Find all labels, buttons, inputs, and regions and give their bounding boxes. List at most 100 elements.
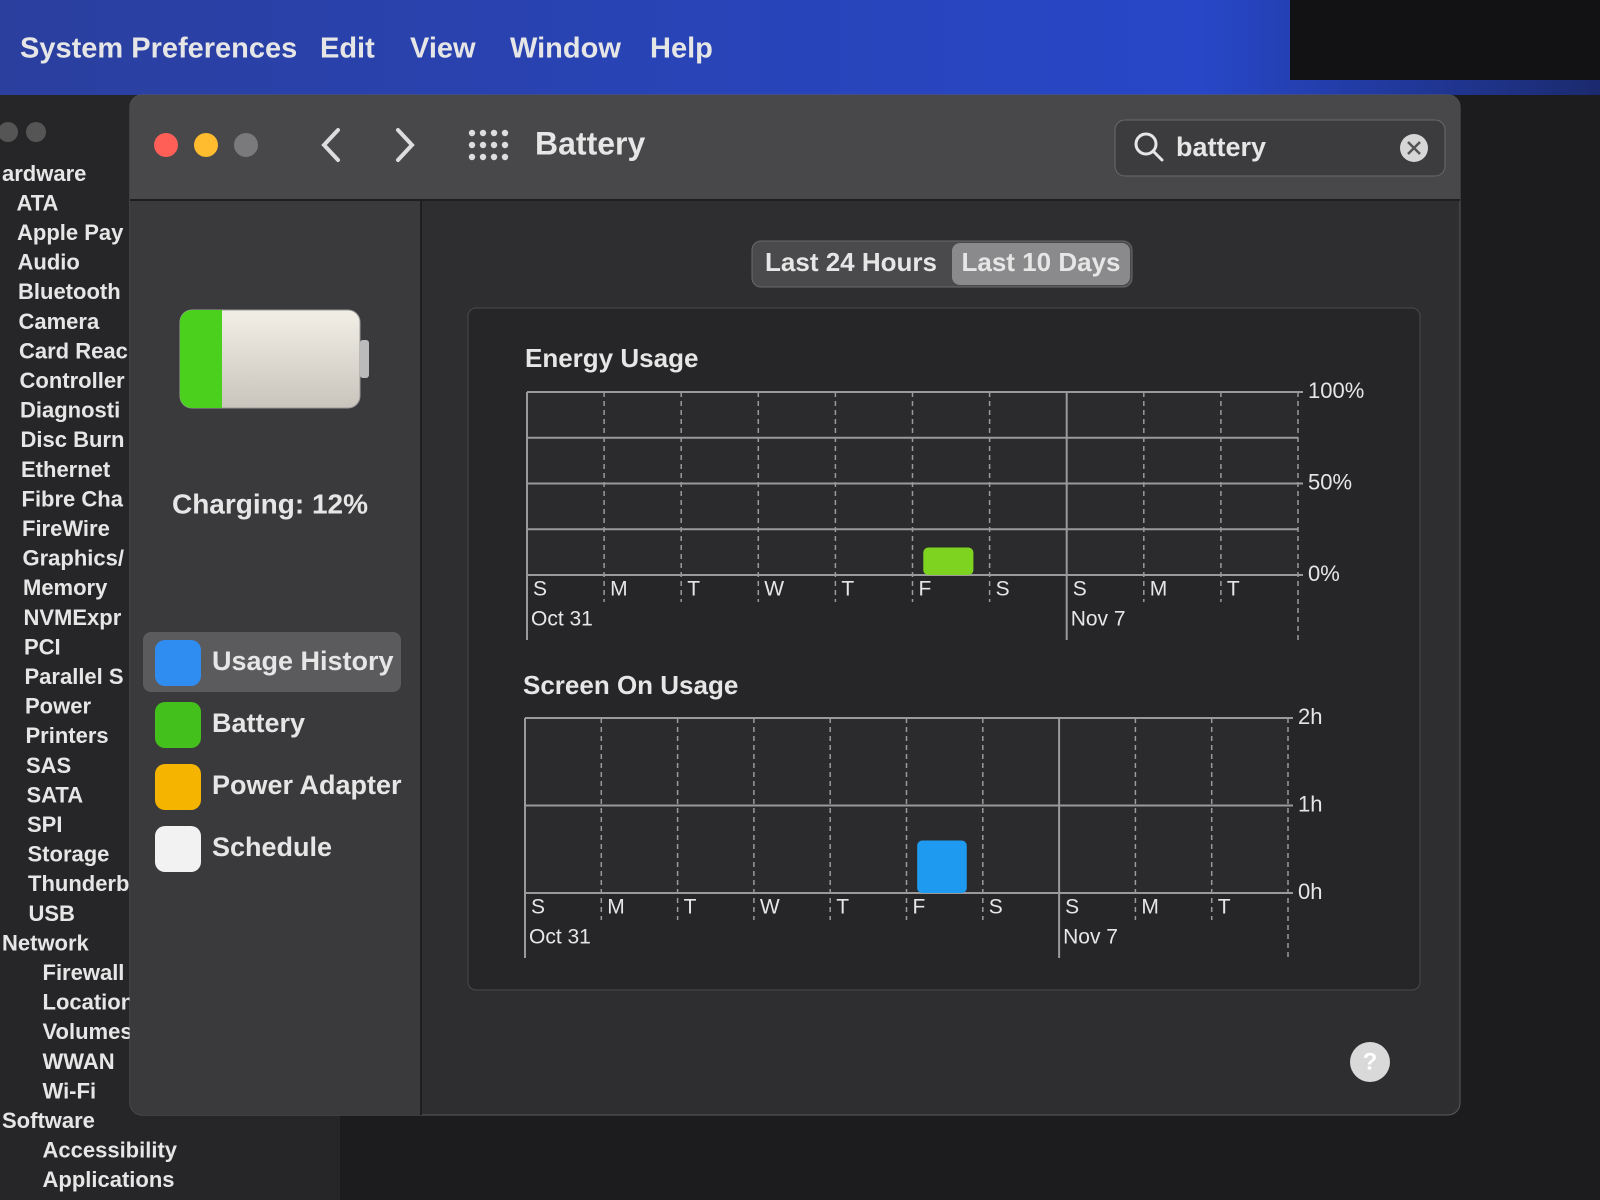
bar [923, 547, 974, 575]
sidebar-item[interactable]: Disc Burn [21, 427, 125, 452]
range-control: Last 24 Hours Last 10 Days [751, 240, 1133, 288]
menu-item[interactable]: Window [510, 33, 621, 65]
help-icon: ? [1363, 1048, 1378, 1075]
sidebar-section-header: ardware [2, 161, 86, 186]
zoom-button[interactable] [234, 133, 258, 157]
show-all-button[interactable] [468, 129, 509, 161]
y-tick-label: 50% [1308, 469, 1352, 494]
x-tick-label: S [533, 578, 547, 601]
sidebar-item[interactable]: Printers [26, 723, 109, 748]
x-tick-label: M [607, 896, 625, 919]
nav-icon [155, 640, 201, 686]
sidebar-item[interactable]: Accessibility [43, 1138, 178, 1163]
sidebar-item[interactable]: Card Reac [19, 338, 128, 363]
sidebar-item[interactable]: Firewall [43, 960, 125, 985]
sidebar-item[interactable]: PCI [24, 634, 61, 659]
forward-button[interactable] [396, 128, 415, 162]
search-field[interactable] [1114, 119, 1446, 177]
menu-item[interactable]: View [410, 33, 476, 65]
sidebar-item[interactable]: WWAN [43, 1049, 115, 1074]
sidebar-item[interactable]: Graphics/ [23, 546, 124, 571]
minimize-button[interactable] [194, 133, 218, 157]
sidebar-item[interactable]: Storage [28, 842, 110, 867]
date-label: Oct 31 [529, 926, 591, 949]
y-tick-label: 100% [1308, 378, 1364, 403]
menu-item[interactable]: Edit [320, 33, 375, 65]
chart-title: Screen On Usage [523, 670, 738, 700]
sidebar-item[interactable]: Audio [18, 250, 80, 275]
x-tick-label: F [913, 896, 926, 919]
sidebar-item[interactable]: Camera [19, 309, 100, 334]
sidebar-item[interactable]: Wi-Fi [43, 1078, 97, 1103]
x-tick-label: F [919, 578, 932, 601]
battery-cap [360, 340, 369, 378]
x-tick-label: T [684, 896, 697, 919]
sidebar-item[interactable]: Volumes [43, 1019, 133, 1044]
x-tick-label: S [531, 896, 545, 919]
x-tick-label: S [1073, 578, 1087, 601]
sidebar-item[interactable]: Fibre Cha [22, 486, 124, 511]
menu-item[interactable]: Help [650, 33, 713, 65]
menu-items: System Preferences Edit View Window Help [20, 33, 713, 65]
nav-item[interactable]: Usage History [212, 646, 394, 676]
battery-status: Charging: 12% [172, 488, 368, 519]
search-icon [1134, 132, 1158, 156]
sidebar-item[interactable]: FireWire [22, 516, 110, 541]
x-tick-label: S [996, 578, 1010, 601]
x-tick-label: M [610, 578, 628, 601]
sidebar-item[interactable]: Power [25, 694, 91, 719]
sidebar-item[interactable]: NVMExpr [24, 605, 122, 630]
charts: Energy Usage 100% 50% 0% S Oct 31 M T W T F S S Nov 7… [523, 343, 1364, 958]
sidebar-item[interactable]: Diagnosti [20, 398, 120, 423]
y-tick-label: 1h [1298, 791, 1322, 816]
sidebar-item[interactable]: Memory [23, 575, 108, 600]
nav-selection [143, 632, 401, 692]
sidebar-item[interactable]: Thunderb [28, 871, 129, 896]
x-tick-label: T [687, 578, 700, 601]
sidebar-item[interactable]: Ethernet [21, 457, 111, 482]
help-button[interactable] [1350, 1042, 1390, 1082]
nav-icon [155, 702, 201, 748]
battery-level [180, 310, 222, 408]
nav-item[interactable]: Schedule [212, 832, 332, 862]
search-text: battery [1176, 132, 1266, 162]
bg-window-button [0, 122, 18, 142]
segment-option[interactable]: Last 10 Days [962, 247, 1121, 277]
sidebar-item[interactable]: Bluetooth [18, 279, 121, 304]
bar [917, 840, 967, 893]
date-label: Oct 31 [531, 608, 593, 631]
menu-bar-shadow [1290, 0, 1600, 80]
sidebar-item[interactable]: USB [29, 901, 75, 926]
x-tick-label: S [989, 896, 1003, 919]
sidebar-item[interactable]: SPI [27, 812, 62, 837]
y-tick-label: 0h [1298, 879, 1322, 904]
nav-item[interactable]: Battery [212, 708, 305, 738]
sidebar-item[interactable]: Parallel S [25, 664, 124, 689]
close-button[interactable] [154, 133, 178, 157]
sidebar-item[interactable]: ATA [17, 190, 59, 215]
x-tick-label: W [760, 896, 780, 919]
chart-title: Energy Usage [525, 343, 698, 373]
nav-item[interactable]: Power Adapter [212, 770, 402, 800]
x-tick-label: W [764, 578, 784, 601]
menu-app-name[interactable]: System Preferences [20, 33, 297, 65]
background-sidebar-list: ardware ATA Apple Pay Audio Bluetooth Camera C… [2, 161, 178, 1192]
sidebar-item[interactable]: Apple Pay [17, 220, 124, 245]
sidebar-item[interactable]: Applications [43, 1167, 175, 1192]
sidebar-item[interactable]: SAS [26, 753, 71, 778]
sidebar-item[interactable]: SATA [27, 782, 84, 807]
y-tick-label: 2h [1298, 704, 1322, 729]
x-tick-label: M [1150, 578, 1168, 601]
back-button[interactable] [321, 128, 340, 162]
search-icon-handle [1151, 149, 1164, 162]
x-tick-label: T [841, 578, 854, 601]
window-title: Battery [535, 125, 645, 161]
sidebar-item[interactable]: Controller [20, 368, 126, 393]
nav-icon [155, 764, 201, 810]
sidebar-item[interactable]: Locations [43, 990, 147, 1015]
segment-option[interactable]: Last 24 Hours [765, 247, 937, 277]
date-label: Nov 7 [1071, 608, 1126, 631]
sidebar-section-header: Network [2, 930, 90, 955]
